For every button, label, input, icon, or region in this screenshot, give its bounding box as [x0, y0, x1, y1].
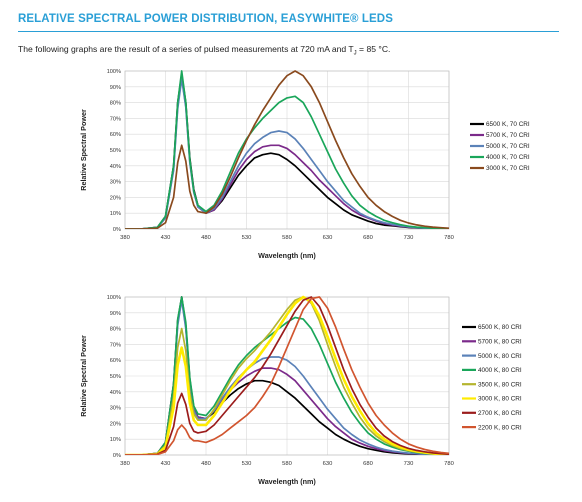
- c2-legend-label-7: 2700 K, 80 CRI: [478, 410, 522, 417]
- c2-x-axis-label: Wavelength (nm): [258, 477, 316, 486]
- c2-series-line-5: [125, 296, 449, 455]
- c2-series-line-8: [125, 296, 449, 455]
- c1-plot-frame: [124, 70, 450, 230]
- c2-legend-label-8: 2200 K, 80 CRI: [478, 424, 522, 431]
- c2-ytick-label: 30%: [110, 406, 121, 412]
- c1-xtick-label: 780: [444, 235, 454, 241]
- c1-xtick-label: 730: [404, 235, 414, 241]
- c2-y-axis-label: Relative Spectral Power: [79, 335, 88, 417]
- c2-legend-label-1: 6500 K, 80 CRI: [478, 324, 522, 331]
- c2-series-line-4: [125, 296, 449, 455]
- c2-ytick-label: 40%: [110, 390, 121, 396]
- c2-xtick-label: 630: [323, 461, 333, 467]
- c2-xtick-label: 680: [363, 461, 373, 467]
- c1-x-axis-label: Wavelength (nm): [258, 251, 316, 260]
- c1-ytick-label: 100%: [107, 69, 121, 75]
- c2-legend-label-2: 5700 K, 80 CRI: [478, 339, 522, 346]
- c1-xtick-label: 680: [363, 235, 373, 241]
- c1-ytick-label: 0%: [113, 227, 121, 233]
- c2-xtick-label: 380: [120, 461, 130, 467]
- intro-text: The following graphs are the result of a…: [18, 44, 390, 57]
- c2-ytick-label: 20%: [110, 421, 121, 427]
- c1-ytick-label: 70%: [110, 116, 121, 122]
- c2-ytick-label: 60%: [110, 358, 121, 364]
- c1-xtick-label: 630: [323, 235, 333, 241]
- c1-legend-label-2: 5700 K, 70 CRI: [486, 132, 530, 139]
- c2-ytick-label: 90%: [110, 311, 121, 317]
- c2-legend-label-3: 5000 K, 80 CRI: [478, 353, 522, 360]
- c1-ytick-label: 10%: [110, 211, 121, 217]
- c2-ytick-label: 100%: [107, 295, 121, 301]
- intro-text-start: The following graphs are the result of a…: [18, 44, 354, 54]
- c1-legend-label-3: 5000 K, 70 CRI: [486, 143, 530, 150]
- c1-legend-label-1: 6500 K, 70 CRI: [486, 121, 530, 128]
- c2-xtick-label: 530: [242, 461, 252, 467]
- intro-text-subscript: J: [353, 50, 357, 57]
- c1-xtick-label: 430: [161, 235, 171, 241]
- c2-ytick-label: 70%: [110, 342, 121, 348]
- c2-legend-label-6: 3000 K, 80 CRI: [478, 396, 522, 403]
- c1-series-line-5: [125, 70, 449, 229]
- c2-legend-label-4: 4000 K, 80 CRI: [478, 367, 522, 374]
- c2-ytick-label: 10%: [110, 437, 121, 443]
- c2-legend-label-5: 3500 K, 80 CRI: [478, 381, 522, 388]
- c1-xtick-label: 480: [201, 235, 211, 241]
- intro-text-end: = 85 °C.: [356, 44, 391, 54]
- c1-xtick-label: 380: [120, 235, 130, 241]
- c2-series-line-6: [125, 295, 449, 455]
- title-divider: [18, 31, 559, 32]
- c2-xtick-label: 730: [404, 461, 414, 467]
- c1-ytick-label: 40%: [110, 164, 121, 170]
- c1-series-line-4: [125, 70, 449, 229]
- c2-ytick-label: 0%: [113, 453, 121, 459]
- c2-xtick-label: 430: [161, 461, 171, 467]
- c1-xtick-label: 530: [242, 235, 252, 241]
- c1-ytick-label: 60%: [110, 132, 121, 138]
- c2-plot-frame: [124, 296, 450, 456]
- c2-ytick-label: 80%: [110, 327, 121, 333]
- c1-ytick-label: 90%: [110, 85, 121, 91]
- c2-series-line-7: [125, 296, 449, 455]
- c1-legend-label-4: 4000 K, 70 CRI: [486, 154, 530, 161]
- c1-ytick-label: 50%: [110, 148, 121, 154]
- c2-xtick-label: 780: [444, 461, 454, 467]
- c2-xtick-label: 580: [282, 461, 292, 467]
- c1-y-axis-label: Relative Spectral Power: [79, 109, 88, 191]
- c1-ytick-label: 30%: [110, 180, 121, 186]
- c1-xtick-label: 580: [282, 235, 292, 241]
- c2-ytick-label: 50%: [110, 374, 121, 380]
- c1-legend-label-5: 3000 K, 70 CRI: [486, 165, 530, 172]
- page-title: RELATIVE SPECTRAL POWER DISTRIBUTION, EA…: [18, 13, 393, 25]
- c1-ytick-label: 80%: [110, 101, 121, 107]
- c2-xtick-label: 480: [201, 461, 211, 467]
- c1-ytick-label: 20%: [110, 195, 121, 201]
